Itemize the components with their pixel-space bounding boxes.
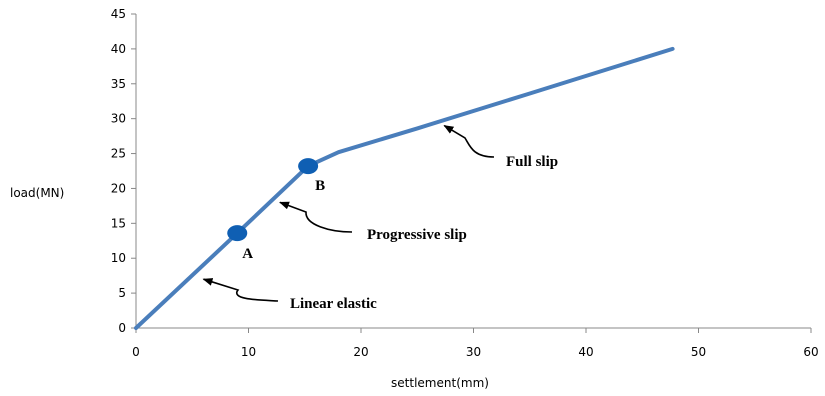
x-tick-label: 40: [578, 345, 593, 359]
y-tick-label: 25: [111, 147, 126, 161]
point-label-b: B: [315, 178, 325, 194]
series-layer: [134, 46, 675, 330]
annotation-label: Linear elastic: [290, 296, 377, 312]
y-tick-label: 40: [111, 42, 126, 56]
annotation-arrow: [202, 278, 279, 302]
y-tick-label: 35: [111, 77, 126, 91]
annotation-label: Progressive slip: [367, 227, 467, 243]
x-tick-label: 10: [241, 345, 256, 359]
y-tick-label: 5: [118, 286, 126, 300]
x-tick-label: 30: [466, 345, 481, 359]
y-tick-label: 0: [118, 321, 126, 335]
annotation-label: Full slip: [506, 154, 558, 170]
marker-point-b: [298, 158, 319, 175]
y-axis-title: load(MN): [10, 186, 64, 200]
annotation-layer: Linear elastic Progressive slip Full slip: [202, 124, 558, 312]
x-axis-title: settlement(mm): [391, 376, 489, 390]
axes: 0 5 10 15 20 25 30 35 40 45 0 10 20 30 40 50 60: [111, 7, 819, 359]
point-label-a: A: [242, 246, 253, 262]
annotation-arrow: [279, 201, 353, 233]
x-tick-label: 50: [691, 345, 706, 359]
x-tick-label: 0: [132, 345, 140, 359]
y-tick-label: 45: [111, 7, 126, 21]
point-layer: AB: [227, 158, 325, 262]
x-tick-label: 20: [353, 345, 368, 359]
y-tick-label: 30: [111, 112, 126, 126]
series-line: [134, 46, 675, 330]
marker-point-a: [227, 225, 248, 242]
y-tick-label: 15: [111, 216, 126, 230]
y-tick-label: 10: [111, 251, 126, 265]
y-tick-label: 20: [111, 181, 126, 195]
x-tick-label: 60: [803, 345, 818, 359]
annotation-arrow: [443, 124, 495, 158]
